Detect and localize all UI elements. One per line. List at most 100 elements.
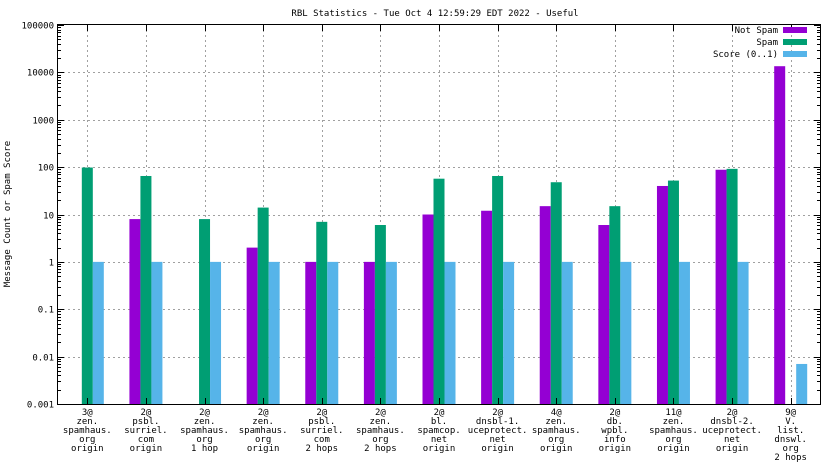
x-tick-label: 2 hops: [774, 453, 807, 463]
legend: Not Spam Spam Score (0..1): [713, 26, 807, 60]
bar-score-0-1: [620, 261, 632, 404]
x-tick-label: 11@: [665, 408, 682, 418]
x-tick-label: zen.: [252, 417, 274, 427]
x-tick-label: origin: [599, 444, 632, 454]
x-tick-label: org: [255, 435, 271, 445]
y-tick-label: 100: [38, 164, 54, 174]
x-tick-label: psbl.: [132, 417, 159, 427]
bar-score-0-1: [268, 261, 280, 404]
bar-not-spam: [774, 66, 786, 404]
x-tick-label: wpbl.: [601, 426, 628, 436]
x-tick-label: net: [489, 435, 505, 445]
x-tick-label: 3@: [82, 408, 93, 418]
x-tick-label: dnsbl-1.: [476, 417, 519, 427]
x-tick-label: org: [372, 435, 388, 445]
x-tick-label: zen.: [76, 417, 98, 427]
x-tick-label: psbl.: [308, 417, 335, 427]
chart-title: RBL Statistics - Tue Oct 4 12:59:29 EDT …: [291, 9, 578, 19]
x-tick-label: origin: [657, 444, 690, 454]
x-tick-label: org: [783, 444, 799, 454]
x-tick-label: V.: [785, 417, 796, 427]
bar-not-spam: [598, 225, 610, 404]
x-tick-label: origin: [481, 444, 514, 454]
bar-score-0-1: [737, 261, 749, 404]
bar-not-spam: [656, 185, 668, 404]
bar-score-0-1: [92, 261, 104, 404]
bar-not-spam: [305, 261, 317, 404]
x-tick-label: org: [548, 435, 564, 445]
y-tick-label: 1000: [32, 117, 54, 127]
x-tick-label: 2@: [492, 408, 503, 418]
legend-label: Not Spam: [735, 26, 778, 36]
x-tick-label: dnsbl-2.: [710, 417, 753, 427]
legend-label: Score (0..1): [713, 50, 778, 60]
legend-swatch: [783, 39, 807, 45]
bar-score-0-1: [503, 261, 515, 404]
x-tick-label: origin: [247, 444, 280, 454]
x-tick-label: org: [196, 435, 212, 445]
x-tick-label: 4@: [551, 408, 562, 418]
x-tick-label: org: [665, 435, 681, 445]
x-tick-label: db.: [607, 417, 623, 427]
bar-score-0-1: [151, 261, 163, 404]
x-tick-label: info: [604, 435, 626, 445]
y-tick-label: 100000: [21, 22, 54, 32]
x-tick-label: spamhaus.: [180, 426, 229, 436]
x-tick-label: origin: [540, 444, 573, 454]
x-tick-label: net: [724, 435, 740, 445]
bar-not-spam: [246, 247, 258, 404]
x-tick-label: org: [79, 435, 95, 445]
bar-spam: [492, 175, 504, 404]
x-tick-label: dnswl.: [774, 435, 807, 445]
x-tick-label: 2@: [258, 408, 269, 418]
x-tick-label: zen.: [194, 417, 216, 427]
legend-swatch: [783, 51, 807, 57]
bar-spam: [433, 178, 445, 404]
x-tick-label: com: [138, 435, 154, 445]
x-tick-label: spamhaus.: [63, 426, 112, 436]
x-tick-label: 2 hops: [306, 444, 339, 454]
y-tick-label: 0.01: [32, 354, 54, 364]
bar-spam: [316, 221, 328, 404]
bar-not-spam: [481, 210, 493, 404]
x-tick-label: bl.: [431, 417, 447, 427]
bar-spam: [257, 207, 269, 404]
x-tick-label: 2@: [316, 408, 327, 418]
y-axis-label: Message Count or Spam Score: [3, 141, 13, 287]
y-tick-label: 0.1: [38, 306, 54, 316]
x-tick-label: 9@: [785, 408, 796, 418]
x-tick-label: spamhaus.: [356, 426, 405, 436]
x-tick-label: spamcop.: [417, 426, 460, 436]
x-tick-label: origin: [423, 444, 456, 454]
bar-spam: [609, 206, 621, 404]
bar-not-spam: [363, 261, 375, 404]
bar-score-0-1: [210, 261, 222, 404]
x-tick-label: 2@: [141, 408, 152, 418]
x-tick-label: uceprotect.: [468, 426, 528, 436]
x-tick-label: 2@: [434, 408, 445, 418]
y-tick-label: 10: [43, 212, 54, 222]
x-tick-label: surriel.: [300, 426, 343, 436]
x-tick-label: list.: [777, 426, 804, 436]
x-tick-label: 2@: [727, 408, 738, 418]
x-tick-label: com: [314, 435, 330, 445]
x-tick-label: surriel.: [124, 426, 167, 436]
bar-spam: [199, 219, 211, 404]
bar-not-spam: [715, 169, 727, 404]
legend-swatch: [783, 27, 807, 33]
legend-label: Spam: [756, 38, 778, 48]
bar-not-spam: [539, 206, 551, 404]
x-tick-label: origin: [71, 444, 104, 454]
x-tick-label: net: [431, 435, 447, 445]
bar-spam: [140, 175, 152, 404]
bar-score-0-1: [327, 261, 339, 404]
y-tick-label: 10000: [27, 69, 54, 79]
x-tick-label: zen.: [370, 417, 392, 427]
x-tick-label: zen.: [663, 417, 685, 427]
x-tick-label: 1 hop: [191, 444, 218, 454]
bar-spam: [374, 225, 386, 404]
x-tick-label: spamhaus.: [239, 426, 288, 436]
bar-spam: [81, 167, 93, 404]
bar-score-0-1: [561, 261, 573, 404]
